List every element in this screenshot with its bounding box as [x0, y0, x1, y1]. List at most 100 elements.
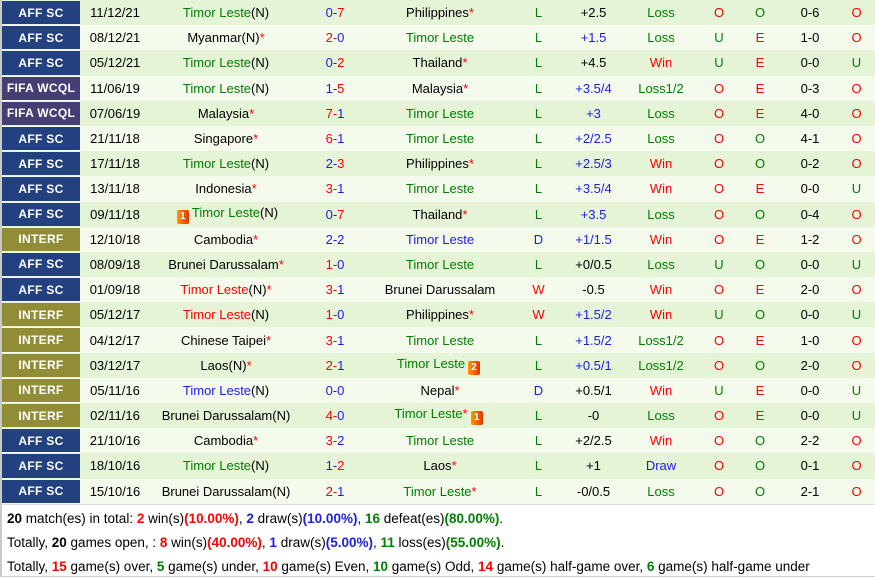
summary-segment: defeat(es): [380, 510, 445, 526]
away-team[interactable]: Timor Leste: [368, 257, 512, 272]
score-part: -: [332, 5, 338, 21]
away-team[interactable]: Thailand*: [368, 207, 512, 222]
home-team[interactable]: Timor Leste(N): [150, 383, 302, 398]
match-date: 21/10/16: [89, 433, 141, 449]
score-part: 1: [337, 181, 345, 197]
handicap-line: -0/0.5: [576, 483, 611, 499]
result-letter: W: [532, 282, 545, 298]
away-team[interactable]: Timor Leste: [368, 106, 512, 121]
full-time-score: 3-1: [302, 282, 368, 297]
home-team[interactable]: Chinese Taipei*: [150, 333, 302, 348]
text-segment: Timor Leste: [396, 355, 466, 371]
text-segment: (N): [272, 483, 291, 499]
half-time-score: 0-4: [800, 206, 820, 222]
home-team[interactable]: 1 Timor Leste(N): [150, 205, 302, 224]
home-team[interactable]: Cambodia*: [150, 232, 302, 247]
table-row: AFF SC 21/11/18 Singapore* 6-1 Timor Les…: [2, 125, 875, 152]
match-date: 05/12/17: [89, 307, 141, 323]
home-team[interactable]: Myanmar(N)*: [150, 30, 302, 45]
score-part: -: [332, 307, 338, 323]
handicap-result: Loss: [647, 5, 675, 21]
summary-segment: game(s) under,: [164, 558, 263, 574]
away-team[interactable]: Nepal*: [368, 383, 512, 398]
summary-segment: (40.00%): [207, 534, 262, 550]
away-team[interactable]: Timor Leste*: [368, 484, 512, 499]
text-segment: Timor Leste: [405, 256, 475, 272]
away-team[interactable]: Timor Leste 2: [368, 356, 512, 375]
table-row: INTERF 05/12/17 Timor Leste(N) 1-0 Phili…: [2, 302, 875, 328]
summary-segment: 20: [7, 510, 23, 526]
away-team[interactable]: Malaysia*: [368, 81, 512, 96]
home-team[interactable]: Timor Leste(N): [150, 156, 302, 171]
full-time-score: 3-1: [302, 181, 368, 196]
text-segment: *: [246, 357, 252, 373]
match-date: 21/11/18: [90, 131, 140, 147]
home-team[interactable]: Brunei Darussalam(N): [150, 408, 302, 423]
home-team[interactable]: Timor Leste(N): [150, 458, 302, 473]
handicap-line: +0.5/1: [575, 357, 612, 373]
over-under-result: O: [713, 332, 725, 348]
away-team[interactable]: Timor Leste* 1: [368, 406, 512, 426]
away-team[interactable]: Timor Leste: [368, 30, 512, 45]
even-odd-result: O: [754, 206, 766, 222]
score-part: -: [332, 408, 338, 424]
full-time-score: 2-1: [302, 358, 368, 373]
away-team[interactable]: Philippines*: [368, 307, 512, 322]
home-team[interactable]: Timor Leste(N): [150, 81, 302, 96]
home-team[interactable]: Cambodia*: [150, 433, 302, 448]
text-segment: Laos: [423, 458, 452, 474]
handicap-result: Loss1/2: [638, 80, 684, 96]
handicap-result: Win: [649, 433, 673, 449]
home-team[interactable]: Brunei Darussalam(N): [150, 484, 302, 499]
score-part: 1: [337, 282, 345, 298]
home-team[interactable]: Singapore*: [150, 131, 302, 146]
home-team[interactable]: Laos(N)*: [150, 358, 302, 373]
home-team[interactable]: Timor Leste(N): [150, 55, 302, 70]
away-team[interactable]: Brunei Darussalam: [368, 282, 512, 297]
home-team[interactable]: Malaysia*: [150, 106, 302, 121]
score-part: 0: [325, 206, 333, 222]
full-time-score: 6-1: [302, 131, 368, 146]
away-team[interactable]: Timor Leste: [368, 131, 512, 146]
home-team[interactable]: Brunei Darussalam*: [150, 257, 302, 272]
score-part: -: [332, 156, 338, 172]
away-team[interactable]: Timor Leste: [368, 333, 512, 348]
score-part: 1: [325, 80, 333, 96]
text-segment: Timor Leste: [182, 156, 252, 172]
competition-badge: AFF SC: [2, 177, 80, 201]
home-team[interactable]: Timor Leste(N): [150, 5, 302, 20]
away-team[interactable]: Timor Leste: [368, 181, 512, 196]
away-team[interactable]: Philippines*: [368, 156, 512, 171]
away-team[interactable]: Laos*: [368, 458, 512, 473]
summary-segment: 14: [478, 558, 494, 574]
competition-badge: AFF SC: [2, 51, 80, 75]
result-letter: L: [534, 5, 543, 21]
half-time-score: 0-0: [800, 181, 820, 197]
home-team[interactable]: Indonesia*: [150, 181, 302, 196]
handicap-line: +2.5: [580, 5, 607, 21]
home-team[interactable]: Timor Leste(N): [150, 307, 302, 322]
summary-line: Totally, 20 games open, : 8 win(s)(40.00…: [7, 531, 875, 555]
table-row: INTERF 04/12/17 Chinese Taipei* 3-1 Timo…: [2, 327, 875, 353]
summary-segment: game(s) over,: [66, 558, 157, 574]
handicap-line: +2.5/3: [575, 156, 612, 172]
even-odd-result: E: [755, 30, 765, 46]
text-segment: Timor Leste: [405, 433, 475, 449]
home-team[interactable]: Timor Leste(N)*: [150, 282, 302, 297]
away-team[interactable]: Thailand*: [368, 55, 512, 70]
result-letter: L: [534, 131, 543, 147]
score-part: 3: [337, 156, 345, 172]
summary-segment: 5: [156, 558, 165, 574]
text-segment: Timor Leste: [182, 55, 252, 71]
result-letter: L: [534, 256, 543, 272]
score-part: 0: [337, 30, 345, 46]
text-segment: Brunei Darussalam: [168, 256, 279, 272]
score-part: 0: [337, 307, 345, 323]
score-part: 7: [325, 105, 333, 121]
text-segment: Cambodia: [193, 231, 254, 247]
away-team[interactable]: Philippines*: [368, 5, 512, 20]
half-over-under-result: O: [851, 458, 862, 474]
away-team[interactable]: Timor Leste: [368, 232, 512, 247]
away-team[interactable]: Timor Leste: [368, 433, 512, 448]
